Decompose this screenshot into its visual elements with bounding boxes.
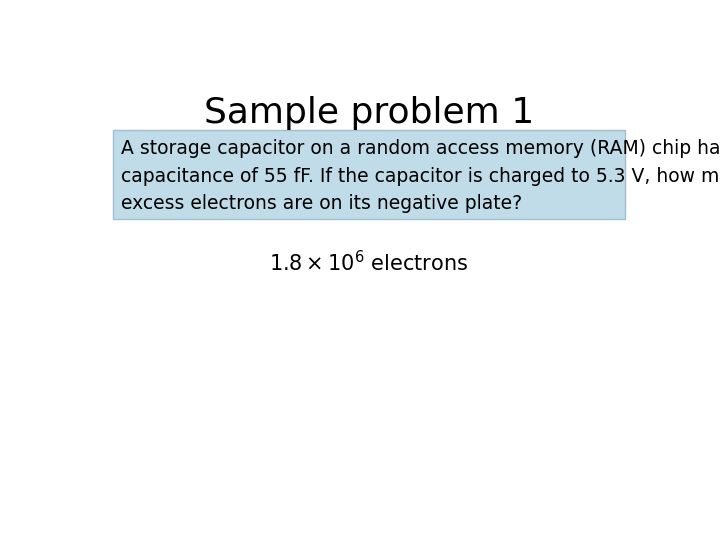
Text: A storage capacitor on a random access memory (RAM) chip has a
capacitance of 55: A storage capacitor on a random access m… [121, 139, 720, 213]
FancyBboxPatch shape [113, 130, 625, 219]
Text: $\mathregular{1.8 \times 10^{6}}$ electrons: $\mathregular{1.8 \times 10^{6}}$ electr… [269, 249, 469, 275]
Text: Sample problem 1: Sample problem 1 [204, 96, 534, 130]
